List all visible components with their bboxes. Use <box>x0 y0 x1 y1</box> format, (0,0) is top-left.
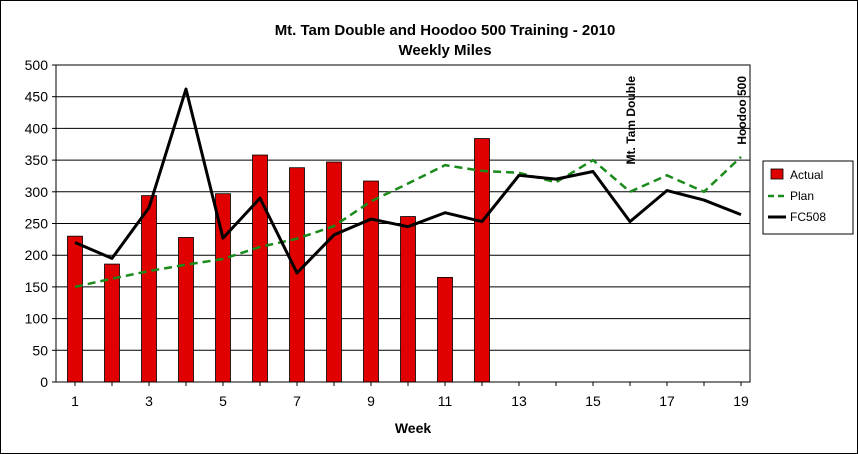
bar-week-1 <box>67 235 83 383</box>
bar-week-8 <box>326 161 342 383</box>
y-tick-label-400: 400 <box>25 120 49 136</box>
bar-week-4 <box>178 237 194 383</box>
y-tick-label-200: 200 <box>25 247 49 263</box>
legend-swatch-actual <box>770 168 784 180</box>
x-tick-labels: 1 3 5 7 9 11 13 15 17 19 <box>71 382 749 409</box>
x-tick-label-3: 3 <box>145 393 153 409</box>
y-tick-label-100: 100 <box>25 311 49 327</box>
x-tick-label-13: 13 <box>511 393 527 409</box>
bar-week-6 <box>252 154 268 383</box>
bar-week-10 <box>400 216 416 383</box>
x-axis-title: Week <box>395 420 432 436</box>
y-tick-label-250: 250 <box>25 216 49 232</box>
bar-week-2 <box>104 263 120 383</box>
actual-bars <box>67 138 490 383</box>
x-tick-label-9: 9 <box>367 393 375 409</box>
line-series <box>74 87 742 289</box>
annotation-0: Mt. Tam Double <box>624 76 638 165</box>
annotations: Mt. Tam Double Hoodoo 500 <box>624 76 749 165</box>
bar-week-3 <box>141 195 157 383</box>
legend: Actual Plan FC508 <box>762 160 854 235</box>
chart-subtitle: Weekly Miles <box>398 42 491 59</box>
y-tick-label-0: 0 <box>40 374 48 390</box>
legend-label-fc508: FC508 <box>790 210 826 224</box>
x-tick-label-15: 15 <box>585 393 601 409</box>
x-tick-label-19: 19 <box>733 393 749 409</box>
line-plan <box>74 156 742 289</box>
y-tick-label-300: 300 <box>25 184 49 200</box>
x-tick-label-5: 5 <box>219 393 227 409</box>
bar-week-11 <box>437 276 453 383</box>
y-tick-label-500: 500 <box>25 57 49 73</box>
y-tick-label-450: 450 <box>25 89 49 105</box>
y-tick-label-50: 50 <box>32 342 48 358</box>
y-tick-label-350: 350 <box>25 152 49 168</box>
y-tick-label-150: 150 <box>25 279 49 295</box>
bar-week-12 <box>474 138 490 383</box>
bar-week-7 <box>289 167 305 383</box>
annotation-1: Hoodoo 500 <box>735 76 749 145</box>
chart-title: Mt. Tam Double and Hoodoo 500 Training -… <box>275 22 616 39</box>
legend-label-actual: Actual <box>790 168 823 182</box>
x-tick-label-1: 1 <box>71 393 79 409</box>
bar-week-9 <box>363 180 379 383</box>
x-tick-label-11: 11 <box>438 393 453 409</box>
x-tick-label-7: 7 <box>293 393 301 409</box>
y-tick-labels: 0 50 100 150 200 250 300 350 400 450 500 <box>25 57 56 390</box>
legend-label-plan: Plan <box>790 189 814 203</box>
line-fc508 <box>74 87 742 275</box>
x-tick-label-17: 17 <box>659 393 675 409</box>
